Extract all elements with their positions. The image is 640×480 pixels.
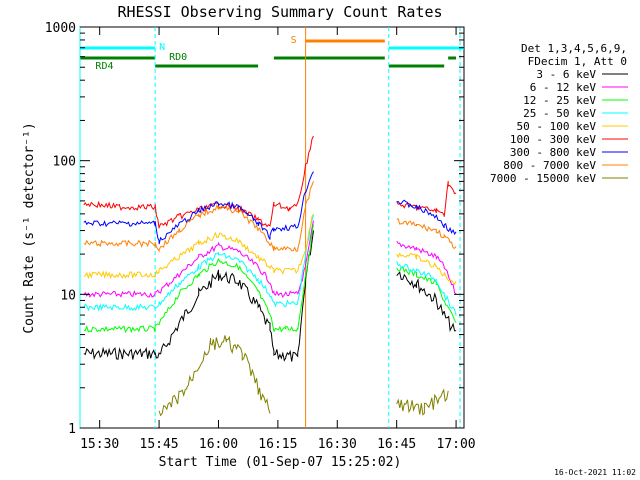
legend-label-2: 12 - 25 keV [523,94,596,107]
series-line-1 [83,220,314,299]
legend-label-5: 100 - 300 keV [510,133,596,146]
annotation-0: N [159,42,165,53]
series-line-4-b [396,252,457,286]
series-line-6 [83,171,314,245]
y-tick-label-0: 1 [68,422,76,437]
legend-header-1: FDecim 1, Att 0 [528,55,627,68]
series-line-5-b [396,180,457,217]
series-line-3 [83,214,314,312]
series-line-7-b [396,218,457,249]
vertical-markers [79,27,461,428]
series-line-6-b [396,199,457,236]
footer-timestamp: 16-Oct-2021 11:02 [554,468,636,477]
series-line-3-b [396,261,457,316]
x-axis-label: Start Time (01-Sep-07 15:25:02) [159,455,402,470]
legend-label-8: 7000 - 15000 keV [490,172,596,185]
legend-label-3: 25 - 50 keV [523,107,596,120]
series-line-7 [83,181,314,253]
flag-bars [80,39,464,68]
x-tick-label-0: 15:30 [80,437,119,452]
series-lines [83,135,457,417]
x-tick-label-1: 15:45 [140,437,179,452]
legend-label-4: 50 - 100 keV [517,120,597,133]
series-line-5 [83,135,314,229]
series-line-4 [83,213,314,280]
series-line-8-b [396,388,449,416]
x-tick-label-4: 16:30 [318,437,357,452]
annotation-3: S [291,35,297,46]
x-axis: 15:30 15:45 16:00 16:15 16:30 16:45 17:00 [80,27,476,452]
y-tick-label-1: 10 [60,288,76,303]
x-tick-label-6: 17:00 [437,437,476,452]
annotation-1: RD0 [169,52,187,63]
plot-frame [79,26,465,429]
annotation-2: RD4 [95,61,113,72]
legend-header-0: Det 1,3,4,5,6,9, [521,42,627,55]
series-line-8 [158,335,271,417]
legend-label-6: 300 - 800 keV [510,146,596,159]
legend-label-1: 6 - 12 keV [530,81,597,94]
x-tick-label-2: 16:00 [199,437,238,452]
x-tick-label-5: 16:45 [377,437,416,452]
series-line-0 [83,230,314,362]
y-tick-label-2: 100 [53,155,76,170]
y-tick-label-3: 1000 [45,21,76,36]
x-tick-label-3: 16:15 [258,437,297,452]
legend-label-7: 800 - 7000 keV [503,159,596,172]
chart-title: RHESSI Observing Summary Count Rates [117,3,442,21]
series-line-0-b [396,271,457,333]
y-axis: 1 10 100 1000 [45,21,464,437]
series-line-2 [83,224,314,334]
annotations: N RD0 RD4 S [95,35,296,72]
series-line-2-b [396,266,457,323]
y-axis-label: Count Rate (s⁻¹ detector⁻¹) [22,122,37,333]
legend: Det 1,3,4,5,6,9,FDecim 1, Att 03 - 6 keV… [490,42,628,185]
legend-label-0: 3 - 6 keV [536,68,596,81]
series-line-1-b [396,240,457,295]
